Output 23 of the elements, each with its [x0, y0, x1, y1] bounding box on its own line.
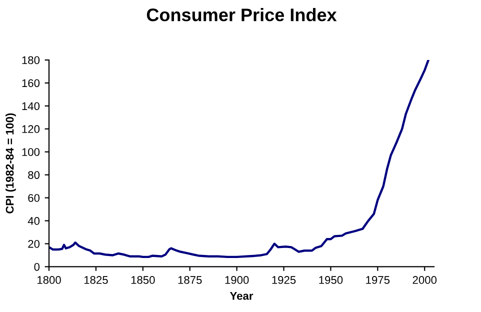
x-tick-label: 1900 [225, 276, 249, 284]
x-tick-label: 2000 [412, 276, 437, 284]
line-series [49, 60, 430, 258]
y-tick-label: 100 [22, 148, 40, 156]
y-tick-label: 180 [22, 56, 40, 64]
x-tick-label: 1875 [178, 276, 202, 284]
y-tick-label: 120 [22, 125, 40, 134]
y-axis-title: CPI (1982-84 = 100) [6, 113, 16, 214]
y-tick-label: 0 [34, 262, 40, 271]
chart-title: Consumer Price Index [146, 8, 337, 22]
y-tick-label: 80 [28, 171, 40, 179]
x-tick-label: 1825 [84, 276, 108, 284]
x-tick-label: 1975 [366, 276, 390, 284]
x-tick-label: 1950 [319, 276, 343, 284]
y-tick-label: 40 [28, 217, 40, 225]
x-tick-label: 1850 [131, 276, 155, 284]
y-tick-label: 140 [22, 102, 40, 110]
y-tick-label: 160 [22, 79, 40, 88]
y-tick-label: 60 [28, 194, 40, 202]
x-axis-title: Year [230, 292, 254, 300]
y-tick-label: 20 [28, 240, 40, 248]
x-tick-label: 1800 [37, 276, 61, 284]
x-tick-label: 1925 [272, 276, 296, 284]
